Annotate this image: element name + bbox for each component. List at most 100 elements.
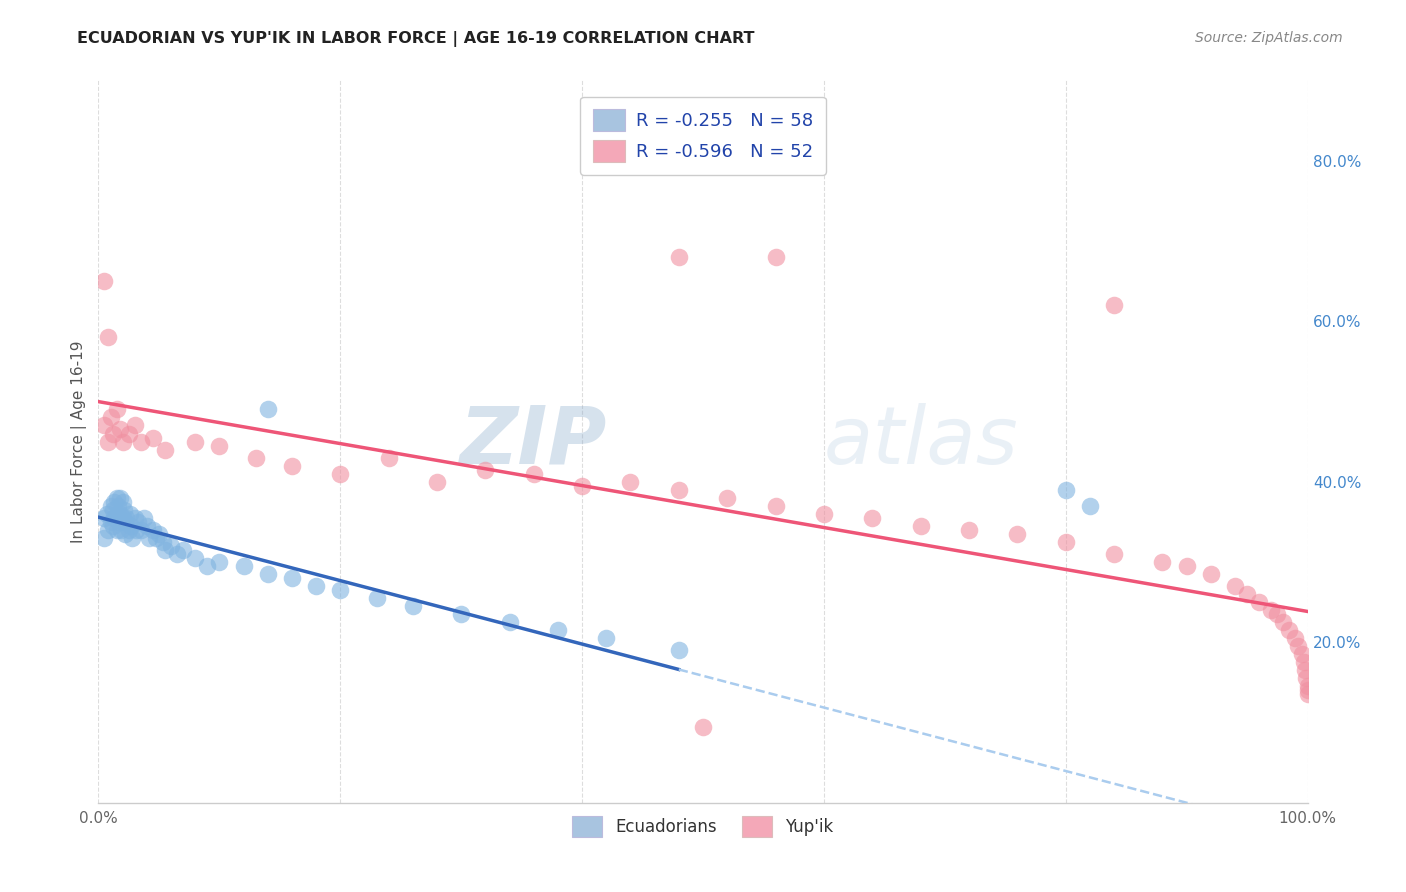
Point [127,515,149,529]
Point [166,547,188,561]
Point [716,491,738,505]
Point [1249,595,1271,609]
Point [523,467,546,481]
Point [426,475,449,489]
Point [111,494,134,508]
Point [145,531,167,545]
Point [668,483,690,497]
Point [1236,587,1258,601]
Point [1291,648,1313,662]
Point [1260,603,1282,617]
Point [595,632,617,646]
Point [111,434,134,449]
Point [957,523,980,537]
Point [571,478,593,492]
Point [142,523,165,537]
Point [329,467,352,481]
Point [101,518,124,533]
Point [101,426,124,441]
Point [114,515,136,529]
Point [184,434,207,449]
Point [118,523,141,537]
Point [153,442,176,457]
Point [245,450,267,465]
Legend: Ecuadorians, Yup'ik: Ecuadorians, Yup'ik [564,808,842,845]
Point [118,507,141,521]
Point [1054,534,1077,549]
Point [93,274,115,288]
Point [105,402,128,417]
Point [108,515,131,529]
Point [97,330,120,344]
Point [97,523,120,537]
Point [1272,615,1295,630]
Point [105,523,128,537]
Point [114,526,136,541]
Point [366,591,388,605]
Point [305,579,328,593]
Point [124,418,146,433]
Point [135,518,157,533]
Point [1054,483,1077,497]
Point [111,510,134,524]
Point [692,719,714,733]
Text: atlas: atlas [824,402,1019,481]
Point [112,502,135,516]
Text: ECUADORIAN VS YUP'IK IN LABOR FORCE | AGE 16-19 CORRELATION CHART: ECUADORIAN VS YUP'IK IN LABOR FORCE | AG… [77,31,755,47]
Point [108,507,131,521]
Point [208,555,231,569]
Point [125,523,148,537]
Point [474,462,496,476]
Point [172,542,194,557]
Point [100,410,122,425]
Point [153,542,176,557]
Point [619,475,641,489]
Point [1296,687,1319,701]
Point [108,422,131,436]
Point [120,518,142,533]
Point [124,510,146,524]
Point [329,583,352,598]
Point [668,250,690,264]
Point [148,526,170,541]
Point [118,426,141,441]
Point [1152,555,1174,569]
Point [402,599,425,614]
Point [1296,680,1319,694]
Point [765,499,787,513]
Point [377,450,399,465]
Point [93,531,115,545]
Text: Source: ZipAtlas.com: Source: ZipAtlas.com [1195,31,1343,45]
Point [256,402,278,417]
Point [152,534,174,549]
Point [108,491,131,505]
Point [93,510,115,524]
Point [103,510,125,524]
Point [129,434,152,449]
Point [1278,623,1301,637]
Point [208,438,231,452]
Point [1102,547,1125,561]
Point [1284,632,1306,646]
Point [110,523,132,537]
Point [142,430,165,444]
Point [1295,671,1317,685]
Point [547,623,569,637]
Text: ZIP: ZIP [458,402,606,481]
Point [668,643,690,657]
Point [107,499,129,513]
Point [450,607,472,621]
Point [1294,664,1316,678]
Point [105,491,128,505]
Point [1199,567,1222,582]
Point [160,539,183,553]
Point [1007,526,1029,541]
Point [121,531,143,545]
Point [97,434,120,449]
Point [1102,298,1125,312]
Point [1175,558,1198,574]
Point [860,510,883,524]
Point [100,515,122,529]
Point [184,550,207,566]
Point [1267,607,1289,621]
